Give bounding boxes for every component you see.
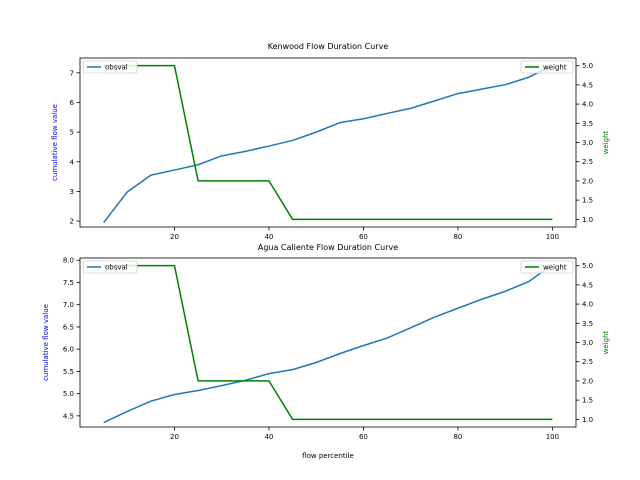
y-axis-label: cumulative flow value [51, 104, 59, 181]
x-tick-label: 100 [546, 233, 559, 241]
y2-tick-label: 4.5 [582, 81, 593, 89]
y-tick-label: 7.5 [63, 279, 74, 287]
y2-tick-label: 3.5 [582, 320, 593, 328]
y-tick-label: 4.5 [63, 412, 74, 420]
legend-box [520, 260, 574, 274]
kenwood-chart: Kenwood Flow Duration Curve 20 40 60 80 100 2 3… [51, 42, 610, 241]
y2-axis-label: weight [602, 330, 610, 354]
y2-tick-label: 4.0 [582, 301, 593, 309]
legend-weight: weight [520, 60, 574, 74]
y2-tick-label: 3.0 [582, 339, 593, 347]
y2-tick-label: 1.0 [582, 416, 593, 424]
legend-obsval: obsval [82, 260, 138, 274]
x-tick-label: 40 [264, 433, 273, 441]
series-line-weight [103, 264, 553, 421]
y-tick-label: 8.0 [63, 257, 74, 265]
y2-tick-label: 1.5 [582, 397, 593, 405]
series-line-weight [103, 64, 553, 221]
y-tick-label: 6.0 [63, 346, 74, 354]
legend-obsval: obsval [82, 60, 138, 74]
x-tick-label: 40 [264, 233, 273, 241]
y2-tick-label: 3.5 [582, 120, 593, 128]
legend-label: obsval [105, 264, 128, 272]
y-tick-label: 5.5 [63, 368, 74, 376]
y-tick-label: 3 [70, 188, 74, 196]
y2-tick-label: 5.0 [582, 62, 593, 70]
y-tick-label: 6 [70, 99, 75, 107]
x-tick-label: 20 [170, 233, 179, 241]
legend-label: obsval [105, 64, 128, 72]
x-tick-label: 60 [359, 233, 368, 241]
chart-title: Kenwood Flow Duration Curve [268, 42, 389, 51]
y-tick-label: 6.5 [63, 323, 74, 331]
x-tick-label: 80 [453, 433, 462, 441]
legend-box [82, 260, 138, 274]
y2-tick-label: 3.0 [582, 139, 593, 147]
x-tick-label: 20 [170, 433, 179, 441]
y2-tick-label: 2.5 [582, 358, 593, 366]
y-axis-label: cumulative flow value [42, 304, 50, 381]
y2-tick-label: 1.5 [582, 197, 593, 205]
y2-tick-label: 2.0 [582, 177, 593, 185]
plot-frame [79, 57, 577, 228]
x-tick-label: 60 [359, 433, 368, 441]
x-axis-label: flow percentile [302, 452, 354, 460]
legend-weight: weight [520, 260, 574, 274]
y2-tick-label: 1.0 [582, 216, 593, 224]
y2-tick-label: 4.0 [582, 101, 593, 109]
series-line-obsval [103, 264, 553, 424]
y-tick-label: 7.0 [63, 301, 74, 309]
y-tick-label: 4 [70, 158, 75, 166]
x-tick-label: 100 [546, 433, 559, 441]
legend-label: weight [543, 64, 567, 72]
y2-tick-label: 2.5 [582, 158, 593, 166]
y-tick-label: 2 [70, 218, 74, 226]
y2-tick-label: 4.5 [582, 281, 593, 289]
agua-caliente-chart: Agua Caliente Flow Duration Curve 20 40 60 8… [42, 243, 610, 460]
legend-box [82, 60, 138, 74]
plot-frame [79, 257, 577, 428]
legend-label: weight [543, 264, 567, 272]
y-tick-label: 5.0 [63, 390, 74, 398]
y-tick-label: 5 [70, 129, 74, 137]
legend-box [520, 60, 574, 74]
series-line-obsval [103, 64, 553, 224]
chart-title: Agua Caliente Flow Duration Curve [258, 243, 398, 252]
y2-axis-label: weight [602, 130, 610, 154]
x-tick-label: 80 [453, 233, 462, 241]
y2-tick-label: 5.0 [582, 262, 593, 270]
y2-tick-label: 2.0 [582, 377, 593, 385]
y-tick-label: 7 [70, 69, 74, 77]
